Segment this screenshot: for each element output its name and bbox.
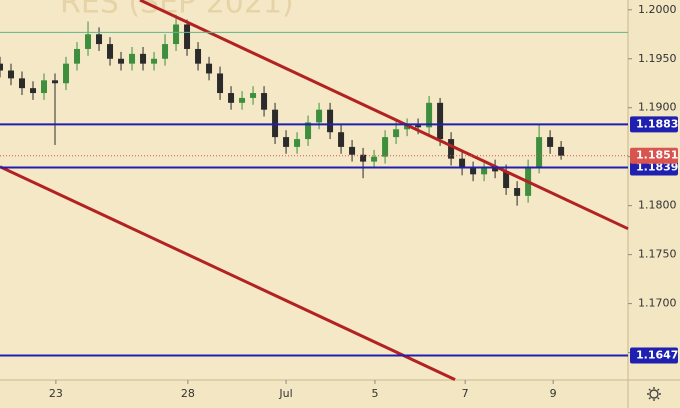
candle-body [173, 24, 180, 45]
candle-body [547, 137, 554, 147]
candle-body [404, 125, 411, 130]
candle-body [96, 34, 103, 45]
candle-body [206, 63, 213, 74]
candle-body [261, 93, 268, 110]
y-tick-label: 1.1950 [638, 52, 677, 65]
candle-body [338, 132, 345, 147]
price-tag-label: 1.1839 [636, 160, 678, 173]
candle-body [448, 139, 455, 159]
x-tick-label: 9 [550, 387, 557, 400]
y-tick-label: 1.1800 [638, 199, 677, 212]
candle-body [239, 97, 246, 103]
candle-body [349, 146, 356, 155]
candle-body [426, 102, 433, 128]
x-tick-label: 28 [181, 387, 195, 400]
time-axis [0, 380, 680, 408]
candle-body [250, 93, 257, 98]
candle-body [360, 154, 367, 162]
price-tag-label: 1.1851 [636, 149, 678, 162]
candle-body [151, 58, 158, 64]
x-tick-label: 7 [462, 387, 469, 400]
y-tick-label: 1.1700 [638, 297, 677, 310]
candle-body [393, 129, 400, 138]
candle-body [129, 53, 136, 64]
y-tick-label: 1.1750 [638, 248, 677, 261]
trend-line [139, 0, 629, 231]
candle-body [492, 166, 499, 172]
price-tag [630, 116, 678, 133]
trend-line [0, 165, 456, 381]
candle-body [85, 34, 92, 49]
candle-body [107, 44, 114, 59]
candle-body [74, 48, 81, 64]
candle-body [305, 122, 312, 140]
candle-body [459, 158, 466, 169]
candle-body [503, 171, 510, 189]
candle-body [228, 93, 235, 103]
candle-body [8, 70, 15, 79]
candle-body [283, 137, 290, 147]
candle-body [481, 166, 488, 175]
price-tag [630, 147, 678, 164]
x-tick-label: 5 [371, 387, 378, 400]
candle-body [0, 63, 3, 71]
candle-body [382, 137, 389, 157]
y-tick-label: 1.2000 [638, 3, 677, 16]
price-tag-label: 1.1883 [636, 117, 678, 130]
candle-body [294, 139, 301, 147]
candle-body [558, 146, 565, 156]
price-tag [630, 347, 678, 364]
candle-body [195, 48, 202, 64]
candle-body [52, 80, 59, 84]
candle-body [30, 88, 37, 94]
candle-body [184, 24, 191, 49]
candle-body [140, 53, 147, 64]
settings-icon[interactable] [647, 387, 661, 401]
price-axis [628, 0, 680, 408]
candle-body [19, 78, 26, 89]
candle-body [41, 80, 48, 94]
candle-body [437, 102, 444, 140]
watermark: RES (SEP 2021) [60, 0, 294, 21]
candle-body [162, 44, 169, 59]
candle-body [316, 109, 323, 123]
candle-body [63, 63, 70, 84]
candle-body [371, 156, 378, 162]
candle-body [470, 168, 477, 175]
x-tick-label: Jul [278, 387, 292, 400]
candle-body [415, 125, 422, 128]
candle-body [327, 109, 334, 133]
candle-body [118, 58, 125, 64]
price-tag-label: 1.1647 [636, 349, 678, 362]
y-tick-label: 1.1900 [638, 101, 677, 114]
x-tick-label: 23 [49, 387, 63, 400]
candle-body [514, 188, 521, 196]
candle-body [217, 73, 224, 94]
candle-body [536, 137, 543, 167]
